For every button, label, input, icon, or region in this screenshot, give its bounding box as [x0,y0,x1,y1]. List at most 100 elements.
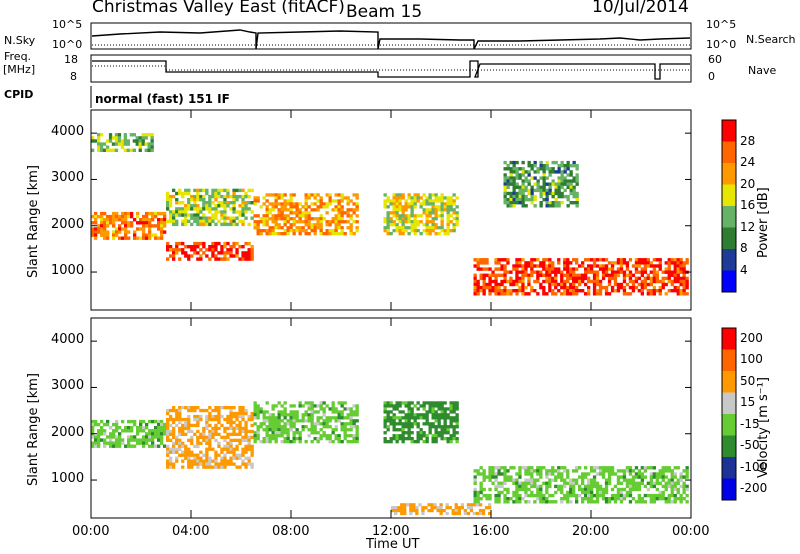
scatter-cell [295,428,299,432]
scatter-cell [551,261,555,265]
scatter-cell [220,456,224,460]
scatter-cell [401,220,405,224]
scatter-cell [166,194,170,199]
scatter-cell [604,481,609,485]
scatter-cell [172,194,176,199]
scatter-cell [157,444,161,448]
freq-label-1: Freq. [4,50,32,63]
scatter-cell [181,194,185,199]
scatter-cell [469,509,474,513]
scatter-cell [265,440,269,444]
scatter-cell [94,211,98,216]
scatter-cell [383,205,387,209]
scatter-cell [646,273,650,277]
scatter-cell [575,279,579,284]
scatter-cell [307,211,311,215]
scatter-cell [286,440,290,444]
scatter-cell [610,276,615,281]
scatter-cell [445,506,449,510]
scatter-cell [437,422,441,426]
scatter-cell [509,292,513,296]
scatter-cell [142,233,146,237]
scatter-cell [247,254,251,258]
scatter-cell [610,261,615,265]
scatter-cell [616,285,621,290]
scatter-cell [238,188,242,193]
scatter-cell [455,404,459,408]
scatter-cell [628,258,633,262]
scatter-cell [622,475,627,479]
scatter-cell [349,416,353,420]
scatter-cell [536,466,540,470]
scatter-cell [551,201,555,205]
scatter-cell [181,251,185,255]
scatter-cell [440,428,444,432]
scatter-cell [241,411,245,416]
scatter-cell [616,478,621,482]
scatter-cell [103,432,107,436]
scatter-cell [524,493,528,498]
scatter-cell [232,447,236,451]
scatter-cell [530,176,534,180]
scatter-cell [392,437,396,441]
scatter-cell [401,217,405,221]
scatter-cell [685,475,689,479]
scatter-cell [640,475,644,479]
scatter-cell [169,201,173,205]
scatter-cell [301,428,305,432]
scatter-cell [509,176,513,180]
scatter-cell [542,497,546,501]
scatter-cell [331,220,335,224]
scatter-cell [598,487,603,492]
scatter-cell [676,264,680,268]
scatter-cell [515,258,519,262]
scatter-cell [640,285,644,290]
scatter-cell [652,493,656,498]
scatter-cell [238,408,242,413]
scatter-cell [389,217,393,221]
scatter-cell [491,270,495,274]
scatter-cell [482,282,486,287]
scatter-cell [673,276,677,281]
scatter-cell [533,484,537,489]
scatter-cell [313,196,317,200]
scatter-cell [572,276,576,281]
scatter-cell [328,407,332,411]
scatter-cell [271,217,275,221]
scatter-cell [331,232,335,236]
scatter-cell [193,204,197,208]
scatter-cell [431,205,435,209]
scatter-cell [105,139,110,143]
scatter-cell [575,289,579,293]
scatter-cell [172,188,176,193]
scatter-cell [407,413,411,417]
scatter-cell [115,419,119,424]
scatter-cell [640,258,644,262]
scatter-cell [515,198,519,202]
scatter-cell [563,497,567,501]
scatter-cell [488,273,492,277]
colorbar-tick-label: 12 [740,219,756,234]
scatter-cell [428,199,432,203]
scatter-cell [598,285,603,290]
scatter-cell [679,264,683,268]
scatter-cell [178,414,182,419]
scatter-cell [604,289,609,293]
scatter-cell [473,500,477,504]
scatter-cell [394,506,398,510]
scatter-cell [289,196,293,200]
scatter-cell [163,444,167,448]
scatter-cell [443,208,447,212]
scatter-cell [268,422,272,426]
scatter-cell [235,465,239,469]
colorbar-tick-label: 50 [740,373,756,388]
scatter-cell [343,416,347,420]
x-tick-label: 12:00 [372,524,410,539]
scatter-cell [643,282,647,287]
scatter-cell [619,497,624,501]
scatter-cell [181,465,185,469]
scatter-cell [419,205,423,209]
scatter-cell [286,226,290,230]
scatter-cell [503,466,507,470]
scatter-cell [578,282,582,287]
